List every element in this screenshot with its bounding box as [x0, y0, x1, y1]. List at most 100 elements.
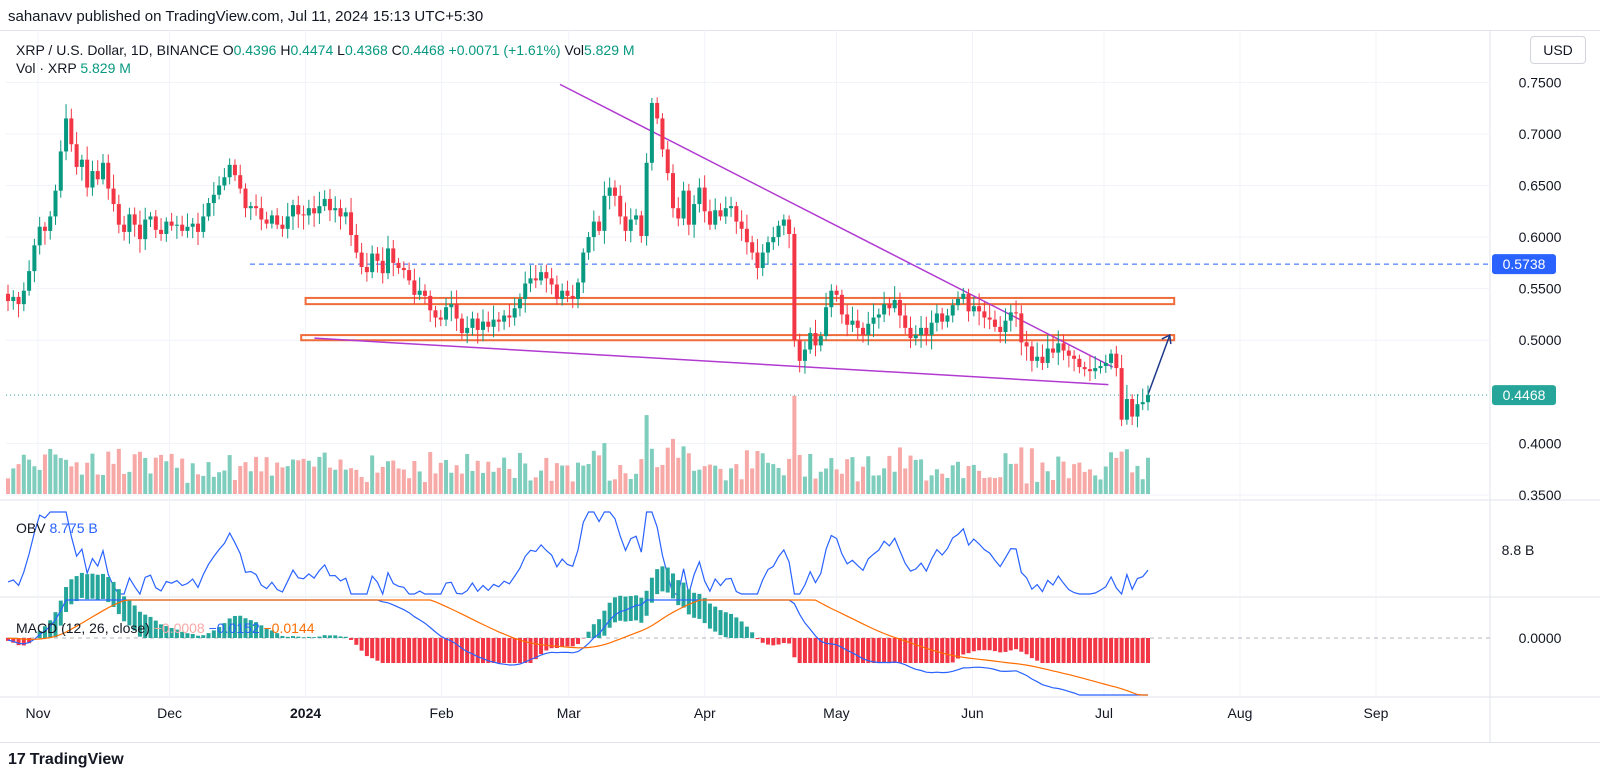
volume-bar: [449, 473, 453, 494]
volume-bar: [265, 457, 269, 494]
volume-bar: [998, 477, 1002, 494]
open-value: 0.4396: [234, 42, 277, 58]
currency-button[interactable]: USD: [1530, 36, 1586, 64]
candle-body: [502, 315, 506, 321]
macd-histogram-bar: [956, 638, 960, 659]
volume-bar: [956, 462, 960, 494]
volume-bar: [951, 465, 955, 494]
candle-body: [449, 304, 453, 307]
volume-bar: [840, 474, 844, 494]
candle-body: [391, 248, 395, 262]
time-tick-label: Mar: [557, 705, 581, 721]
volume-bar: [207, 462, 211, 494]
volume-bar: [703, 466, 707, 494]
candle-body: [27, 271, 31, 291]
candle-body: [882, 304, 886, 314]
volume-bar: [259, 471, 263, 494]
macd-histogram-bar: [914, 638, 918, 663]
macd-histogram-bar: [1099, 638, 1103, 663]
macd-histogram-bar: [101, 574, 105, 599]
macd-histogram-bar: [1120, 638, 1124, 663]
candle-body: [407, 270, 411, 280]
candle-body: [972, 306, 976, 311]
volume-bar: [523, 464, 527, 494]
volume-bar: [1104, 466, 1108, 494]
volume-bar: [898, 447, 902, 494]
candle-body: [629, 220, 633, 231]
volume-bar: [32, 466, 36, 494]
candle-body: [592, 222, 596, 237]
candle-body: [412, 280, 416, 294]
candle-body: [671, 173, 675, 208]
volume-bar: [133, 454, 137, 494]
volume-bar: [550, 481, 554, 494]
volume-bar: [1077, 463, 1081, 494]
candle-body: [692, 204, 696, 225]
volume-bar: [940, 474, 944, 494]
candle-body: [402, 268, 406, 270]
volume-bar: [655, 467, 659, 494]
volume-bar: [333, 470, 337, 494]
candle-body: [1077, 359, 1081, 367]
time-tick-label: Jun: [961, 705, 984, 721]
candle-body: [138, 225, 142, 239]
candle-body: [755, 253, 759, 268]
macd-histogram-bar: [703, 598, 707, 623]
candle-body: [544, 272, 548, 278]
macd-histogram-bar: [602, 611, 606, 636]
candle-body: [143, 220, 147, 240]
macd-histogram-bar: [755, 638, 759, 639]
candle-body: [122, 225, 126, 232]
macd-histogram-bar: [782, 638, 786, 643]
macd-histogram-bar: [90, 574, 94, 599]
macd-histogram-bar: [898, 638, 902, 663]
open-label: O: [223, 42, 234, 58]
macd-histogram-bar: [291, 636, 295, 638]
candle-body: [460, 319, 464, 333]
candle-body: [998, 327, 1002, 332]
current-price-text: 0.4468: [1503, 387, 1546, 403]
macd-histogram-bar: [1067, 638, 1071, 663]
macd-histogram-bar: [766, 638, 770, 645]
candle-body: [988, 318, 992, 320]
candle-body: [576, 282, 580, 299]
macd-histogram-bar: [312, 637, 316, 638]
candle-body: [38, 227, 42, 246]
candle-body: [339, 208, 343, 216]
candle-body: [967, 294, 971, 312]
candle-body: [476, 319, 480, 330]
price-tick-label: 0.7000: [1519, 126, 1562, 142]
volume-bar: [507, 469, 511, 494]
candle-body: [207, 203, 211, 216]
candle-body: [106, 163, 110, 189]
macd-histogram-bar: [1030, 638, 1034, 658]
volume-bar: [719, 469, 723, 494]
candle-body: [117, 204, 121, 225]
volume-bar: [613, 479, 617, 494]
candle-body: [286, 216, 290, 228]
macd-histogram-bar: [850, 638, 854, 663]
volume-bar: [360, 477, 364, 494]
candle-body: [903, 315, 907, 327]
volume-bar: [713, 466, 717, 494]
macd-histogram-bar: [565, 638, 569, 646]
resistance-price-text: 0.5738: [1503, 256, 1546, 272]
macd-histogram-bar: [476, 638, 480, 663]
volume-bar: [1014, 464, 1018, 494]
price-tick-label: 0.5000: [1519, 332, 1562, 348]
macd-histogram-bar: [592, 624, 596, 638]
macd-histogram-bar: [434, 638, 438, 663]
candle-body: [386, 248, 390, 273]
volume-bar: [1019, 447, 1023, 494]
volume-legend: Vol · XRP 5.829 M: [16, 60, 131, 76]
candle-body: [1141, 402, 1145, 404]
logo-mark: 17: [8, 751, 26, 768]
candle-body: [1046, 348, 1050, 362]
time-tick-label: Dec: [157, 705, 182, 721]
price-tags: 0.5738 0.4468: [1492, 254, 1556, 405]
price-tick-label: 0.3500: [1519, 487, 1562, 503]
candle-body: [555, 285, 559, 299]
